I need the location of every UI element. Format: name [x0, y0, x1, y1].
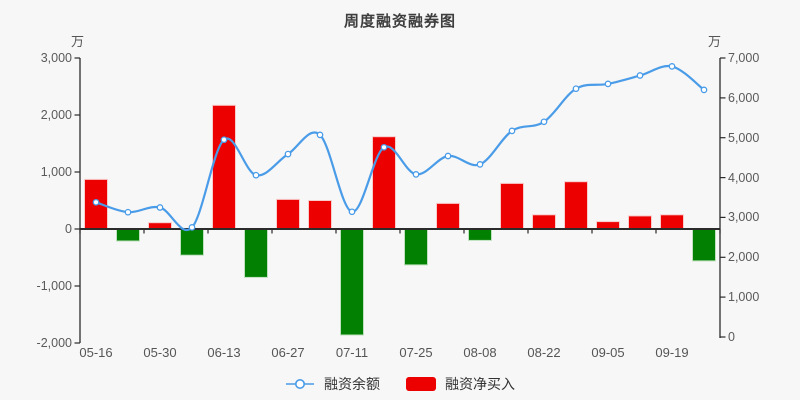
line-point-06-13[interactable]	[220, 136, 228, 144]
x-axis-tick-label: 08-08	[463, 345, 497, 360]
bar-08-22[interactable]	[532, 214, 556, 230]
bar-09-19[interactable]	[660, 214, 684, 230]
right-axis-tick-label: 2,000	[728, 250, 760, 265]
bar-week-20[interactable]	[692, 228, 716, 262]
x-axis-tick-label: 06-27	[271, 345, 305, 360]
line-point-08-22[interactable]	[540, 118, 548, 126]
line-point-week-4[interactable]	[188, 224, 196, 231]
bar-week-6[interactable]	[244, 228, 268, 278]
bar-week-14[interactable]	[500, 182, 524, 230]
line-point-week-8[interactable]	[316, 131, 324, 139]
line-point-week-18[interactable]	[636, 72, 644, 79]
bar-week-16[interactable]	[564, 181, 588, 230]
right-axis-tick-label: 1,000	[728, 290, 760, 305]
x-axis-tick-label: 09-19	[655, 345, 689, 360]
line-point-09-05[interactable]	[604, 80, 612, 88]
legend: 融资余额 融资净买入	[0, 373, 800, 395]
line-series-symbol-icon	[286, 379, 314, 389]
bar-06-27[interactable]	[276, 198, 300, 230]
left-axis-tick-label: 1,000	[40, 165, 72, 179]
bar-week-18[interactable]	[628, 215, 652, 230]
legend-label-bar-series: 融资净买入	[445, 376, 515, 392]
line-point-week-6[interactable]	[252, 171, 260, 179]
bar-week-8[interactable]	[308, 200, 332, 230]
line-point-week-12[interactable]	[444, 152, 452, 160]
x-axis-tick-label: 07-11	[335, 345, 369, 360]
chart-title: 周度融资融券图	[343, 13, 456, 30]
legend-item-bar-series[interactable]: 融资净买入	[406, 374, 515, 394]
right-axis-tick-label: 3,000	[728, 210, 760, 225]
line-point-week-20[interactable]	[700, 86, 708, 94]
bar-06-13[interactable]	[212, 104, 236, 230]
bar-07-25[interactable]	[404, 228, 428, 266]
line-point-08-08[interactable]	[476, 161, 484, 168]
left-axis-tick-label: 0	[65, 222, 72, 236]
line-series-path	[94, 64, 706, 231]
bar-week-2[interactable]	[116, 228, 140, 242]
right-axis-unit: 万	[708, 34, 722, 49]
line-point-05-30[interactable]	[156, 204, 164, 211]
left-axis-tick-label: 3,000	[40, 51, 72, 65]
line-point-07-25[interactable]	[412, 171, 420, 178]
line-point-06-27[interactable]	[284, 150, 292, 158]
x-axis-tick-label: 08-22	[527, 345, 561, 360]
bar-08-08[interactable]	[468, 228, 492, 241]
right-axis-tick-label: 4,000	[728, 170, 760, 185]
x-axis-tick-label: 06-13	[207, 345, 241, 360]
bar-week-12[interactable]	[436, 202, 460, 230]
line-point-09-19[interactable]	[668, 63, 676, 70]
bar-week-4[interactable]	[180, 228, 204, 256]
x-axis-tick-label: 09-05	[591, 345, 625, 360]
line-point-week-16[interactable]	[572, 85, 580, 93]
legend-label-line-series: 融资余额	[324, 376, 380, 392]
bar-07-11[interactable]	[340, 228, 364, 336]
line-point-week-2[interactable]	[124, 208, 132, 216]
line-point-07-11[interactable]	[348, 208, 356, 216]
line-point-05-16[interactable]	[92, 198, 100, 206]
line-point-week-10[interactable]	[380, 143, 388, 151]
left-axis-tick-label: 2,000	[40, 108, 72, 122]
bar-series-symbol-icon	[406, 377, 436, 391]
right-axis-tick-label: 6,000	[728, 90, 760, 105]
bar-09-05[interactable]	[596, 221, 620, 230]
right-axis-tick-label: 5,000	[728, 130, 760, 145]
x-axis-tick-label: 07-25	[399, 345, 433, 360]
right-axis-tick-label: 7,000	[728, 51, 760, 65]
left-axis-tick-label: -2,000	[36, 336, 72, 350]
x-axis-tick-label: 05-16	[79, 345, 113, 360]
legend-item-line-series[interactable]: 融资余额	[285, 374, 380, 394]
left-axis-unit: 万	[70, 34, 84, 49]
line-point-week-14[interactable]	[508, 127, 516, 135]
x-axis-tick-label: 05-30	[143, 345, 177, 360]
right-axis-tick-label: 0	[728, 330, 735, 344]
left-axis-tick-label: -1,000	[36, 279, 72, 293]
